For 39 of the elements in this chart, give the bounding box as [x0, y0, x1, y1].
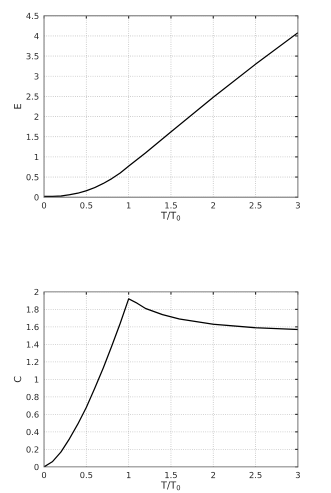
y-tick-label: 2 — [34, 288, 38, 296]
x-tick-label: 2 — [211, 202, 216, 208]
y-tick-label: 1.4 — [26, 341, 39, 348]
x-tick-label: 0.5 — [80, 202, 92, 209]
y-axis-title: E — [14, 104, 22, 109]
x-tick-label: 3 — [296, 202, 300, 209]
x-tick-label: 0 — [42, 202, 46, 209]
y-tick-label: 4 — [34, 33, 39, 40]
x-tick-label: 2 — [211, 472, 216, 478]
x-tick-label: 1.5 — [165, 472, 177, 478]
x-tick-label: 1 — [126, 472, 131, 478]
y-tick-label: 2.5 — [26, 93, 38, 100]
x-tick-label: 2.5 — [250, 202, 262, 209]
y-tick-label: 0 — [34, 194, 39, 200]
y-tick-label: 0.5 — [26, 174, 38, 180]
y-tick-label: 1.6 — [26, 324, 39, 330]
y-tick-label: 4.5 — [26, 12, 38, 20]
y-tick-label: 1.8 — [26, 306, 39, 313]
y-tick-label: 1 — [34, 376, 38, 383]
x-tick-label: 0 — [42, 472, 46, 478]
x-tick-label: 1.5 — [165, 202, 177, 209]
y-tick-label: 0.2 — [26, 446, 38, 453]
y-tick-label: 0.8 — [26, 394, 39, 400]
y-tick-label: 1.5 — [26, 134, 38, 140]
y-tick-label: 0.6 — [26, 411, 39, 418]
x-tick-label: 1 — [126, 202, 131, 208]
x-tick-label: 2.5 — [250, 472, 262, 478]
y-tick-label: 0.4 — [26, 428, 39, 436]
x-tick-label: 0.5 — [80, 472, 92, 478]
y-tick-label: 1 — [34, 154, 38, 160]
y-tick-label: 1.2 — [26, 358, 38, 366]
x-axis-title: T/T$_{0}$ — [160, 212, 180, 221]
y-tick-label: 3.5 — [26, 53, 38, 60]
y-tick-label: 2 — [34, 114, 38, 120]
x-axis-title: T/T$_{0}$ — [160, 481, 180, 490]
y-tick-label: 0 — [34, 464, 39, 470]
y-axis-title: C — [14, 376, 22, 382]
x-tick-label: 3 — [296, 472, 300, 478]
y-tick-label: 3 — [34, 73, 38, 80]
